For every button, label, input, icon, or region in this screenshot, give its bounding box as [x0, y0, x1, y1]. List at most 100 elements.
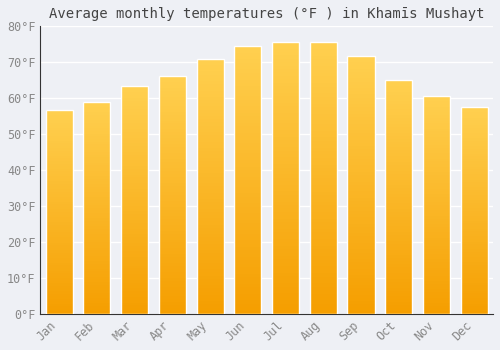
Bar: [121, 248, 148, 251]
Bar: [84, 155, 110, 158]
Bar: [159, 126, 186, 130]
Bar: [196, 183, 224, 186]
Bar: [310, 232, 337, 236]
Bar: [159, 141, 186, 144]
Bar: [348, 130, 374, 133]
Bar: [234, 147, 262, 150]
Bar: [84, 311, 110, 314]
Bar: [234, 73, 262, 76]
Bar: [348, 249, 374, 253]
Bar: [46, 133, 73, 135]
Bar: [272, 168, 299, 171]
Bar: [423, 298, 450, 300]
Bar: [348, 198, 374, 201]
Bar: [46, 159, 73, 161]
Bar: [121, 86, 148, 89]
Bar: [310, 114, 337, 117]
Bar: [121, 220, 148, 223]
Bar: [385, 299, 412, 302]
Bar: [159, 162, 186, 165]
Bar: [348, 59, 374, 62]
Bar: [159, 207, 186, 210]
Bar: [310, 144, 337, 148]
Bar: [121, 217, 148, 220]
Bar: [84, 102, 110, 314]
Bar: [348, 62, 374, 65]
Bar: [46, 294, 73, 296]
Bar: [348, 262, 374, 266]
Bar: [310, 131, 337, 134]
Bar: [234, 79, 262, 83]
Bar: [121, 123, 148, 126]
Bar: [423, 150, 450, 153]
Bar: [460, 309, 488, 311]
Bar: [46, 171, 73, 174]
Bar: [348, 259, 374, 262]
Bar: [196, 189, 224, 193]
Bar: [159, 100, 186, 103]
Bar: [159, 251, 186, 254]
Bar: [423, 120, 450, 123]
Bar: [272, 300, 299, 304]
Bar: [460, 311, 488, 314]
Bar: [460, 203, 488, 205]
Bar: [121, 140, 148, 143]
Bar: [460, 257, 488, 260]
Bar: [196, 244, 224, 247]
Bar: [234, 90, 262, 93]
Bar: [310, 117, 337, 120]
Bar: [348, 304, 374, 307]
Bar: [196, 113, 224, 116]
Bar: [234, 244, 262, 247]
Bar: [121, 282, 148, 286]
Title: Average monthly temperatures (°F ) in Khamīs Mushayt: Average monthly temperatures (°F ) in Kh…: [49, 7, 484, 21]
Bar: [348, 295, 374, 298]
Bar: [234, 46, 262, 49]
Bar: [159, 124, 186, 126]
Bar: [159, 263, 186, 266]
Bar: [46, 166, 73, 169]
Bar: [46, 265, 73, 268]
Bar: [460, 260, 488, 262]
Bar: [385, 95, 412, 98]
Bar: [272, 113, 299, 117]
Bar: [310, 250, 337, 253]
Bar: [196, 272, 224, 275]
Bar: [84, 306, 110, 309]
Bar: [196, 119, 224, 122]
Bar: [310, 198, 337, 202]
Bar: [46, 187, 73, 189]
Bar: [196, 142, 224, 145]
Bar: [159, 198, 186, 201]
Bar: [272, 83, 299, 86]
Bar: [196, 257, 224, 260]
Bar: [460, 156, 488, 159]
Bar: [423, 199, 450, 202]
Bar: [196, 158, 224, 161]
Bar: [310, 56, 337, 60]
Bar: [385, 247, 412, 250]
Bar: [159, 120, 186, 124]
Bar: [159, 150, 186, 153]
Bar: [310, 297, 337, 300]
Bar: [310, 141, 337, 144]
Bar: [310, 42, 337, 46]
Bar: [385, 282, 412, 285]
Bar: [121, 280, 148, 282]
Bar: [460, 270, 488, 273]
Bar: [385, 130, 412, 133]
Bar: [84, 218, 110, 221]
Bar: [385, 238, 412, 241]
Bar: [46, 125, 73, 128]
Bar: [121, 271, 148, 274]
Bar: [272, 310, 299, 314]
Bar: [460, 180, 488, 182]
Bar: [234, 60, 262, 63]
Bar: [121, 268, 148, 271]
Bar: [385, 261, 412, 264]
Bar: [46, 197, 73, 199]
Bar: [423, 300, 450, 303]
Bar: [196, 199, 224, 202]
Bar: [385, 101, 412, 104]
Bar: [460, 283, 488, 286]
